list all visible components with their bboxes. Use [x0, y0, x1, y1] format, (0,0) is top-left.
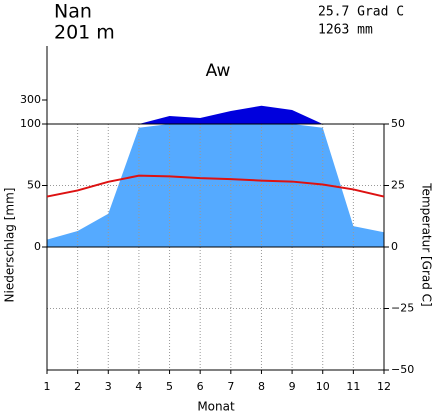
x-tick-label: 7: [227, 380, 234, 393]
x-tick-label: 5: [166, 380, 173, 393]
x-tick-label: 12: [377, 380, 391, 393]
y2-tick-label: 50: [391, 117, 405, 130]
x-tick-label: 6: [197, 380, 204, 393]
y2-tick-label: 0: [391, 240, 398, 253]
y-axis-label: Niederschlag [mm]: [3, 188, 17, 303]
x-tick-label: 11: [346, 380, 360, 393]
x-tick-label: 10: [316, 380, 330, 393]
y2-tick-label: −50: [391, 363, 414, 376]
x-tick-label: 8: [258, 380, 265, 393]
y2-axis-label: Temperatur [Grad C]: [420, 182, 434, 306]
mean-temperature: 25.7 Grad C: [318, 5, 404, 20]
y2-tick-label: −25: [391, 302, 414, 315]
x-axis-label: Monat: [197, 400, 235, 414]
y-tick-label: 0: [34, 240, 41, 253]
y-tick-label: 50: [27, 179, 41, 192]
temperature-line: [46, 174, 385, 198]
precipitation-excess-area: [47, 105, 384, 124]
y2-tick-label: 25: [391, 179, 405, 192]
x-tick-label: 1: [44, 380, 51, 393]
y-tick-label: 300: [20, 93, 41, 106]
climate-class: Aw: [206, 61, 231, 81]
annual-precipitation: 1263 mm: [318, 23, 373, 38]
station-name: Nan: [54, 1, 92, 23]
elevation: 201 m: [54, 22, 115, 44]
x-tick-label: 2: [74, 380, 81, 393]
x-tick-label: 9: [289, 380, 296, 393]
x-tick-label: 3: [105, 380, 112, 393]
x-tick-label: 4: [135, 380, 142, 393]
y-tick-label: 100: [20, 117, 41, 130]
